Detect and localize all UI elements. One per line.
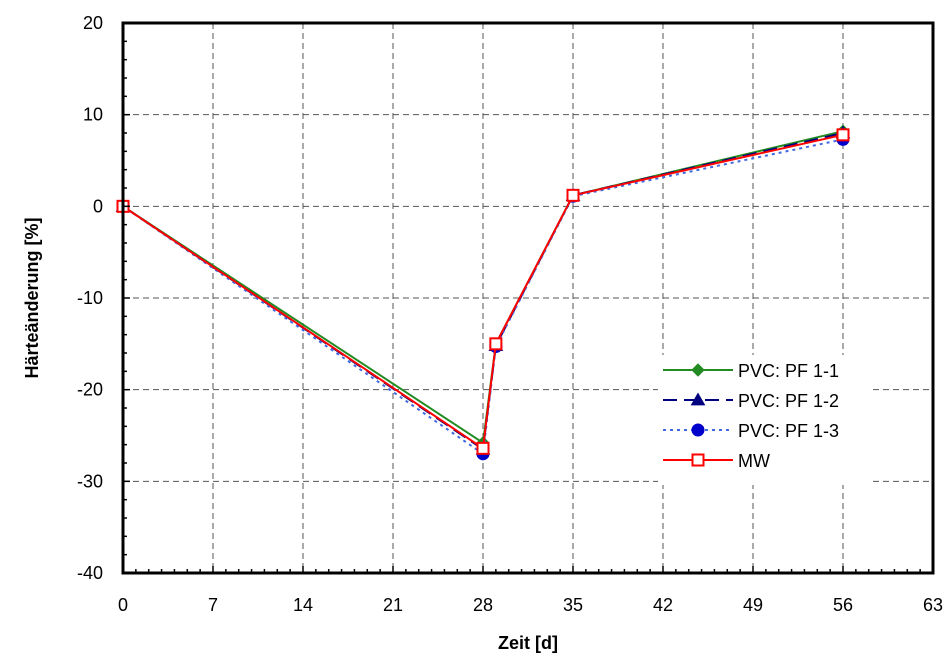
- legend-label: PVC: PF 1-3: [738, 421, 839, 441]
- data-point: [566, 188, 580, 202]
- x-tick-label: 49: [743, 595, 763, 615]
- x-tick-label: 63: [923, 595, 943, 615]
- y-tick-label: -20: [77, 380, 103, 400]
- y-tick-label: 10: [83, 105, 103, 125]
- legend-item: MW: [663, 451, 770, 471]
- tick-marks: [122, 22, 934, 574]
- y-tick-label: 0: [93, 196, 103, 216]
- legend: PVC: PF 1-1 PVC: PF 1-2 PVC: PF 1-3 MW: [658, 355, 873, 485]
- x-tick-label: 14: [293, 595, 313, 615]
- x-tick-label: 42: [653, 595, 673, 615]
- legend-label: PVC: PF 1-2: [738, 391, 839, 411]
- legend-label: MW: [738, 451, 770, 471]
- y-tick-label: -30: [77, 471, 103, 491]
- grid: [123, 23, 933, 573]
- x-tick-label: 56: [833, 595, 853, 615]
- series-line: [122, 138, 844, 456]
- x-tick-label: 0: [118, 595, 128, 615]
- legend-item: PVC: PF 1-1: [663, 361, 839, 381]
- legend-item: PVC: PF 1-3: [663, 421, 839, 441]
- legend-label: PVC: PF 1-1: [738, 361, 839, 381]
- legend-marker: [691, 363, 705, 377]
- data-point: [476, 441, 490, 455]
- x-axis-title: Zeit [d]: [498, 633, 558, 653]
- x-tick-label: 28: [473, 595, 493, 615]
- data-point: [489, 337, 503, 351]
- x-tick-label: 7: [208, 595, 218, 615]
- legend-marker: [691, 453, 705, 467]
- y-tick-labels: -40 -30 -20 -10 0 10 20: [77, 13, 103, 583]
- y-axis-title: Härteänderung [%]: [22, 217, 42, 378]
- data-point: [836, 128, 850, 142]
- y-tick-label: -40: [77, 563, 103, 583]
- y-tick-label: 20: [83, 13, 103, 33]
- series-layer: [115, 124, 851, 461]
- x-tick-labels: 0 7 14 21 28 35 42 49 56 63: [118, 595, 943, 615]
- y-tick-label: -10: [77, 288, 103, 308]
- legend-item: PVC: PF 1-2: [663, 391, 839, 411]
- x-tick-label: 21: [383, 595, 403, 615]
- legend-marker: [690, 392, 706, 406]
- legend-marker: [691, 423, 705, 437]
- x-tick-label: 35: [563, 595, 583, 615]
